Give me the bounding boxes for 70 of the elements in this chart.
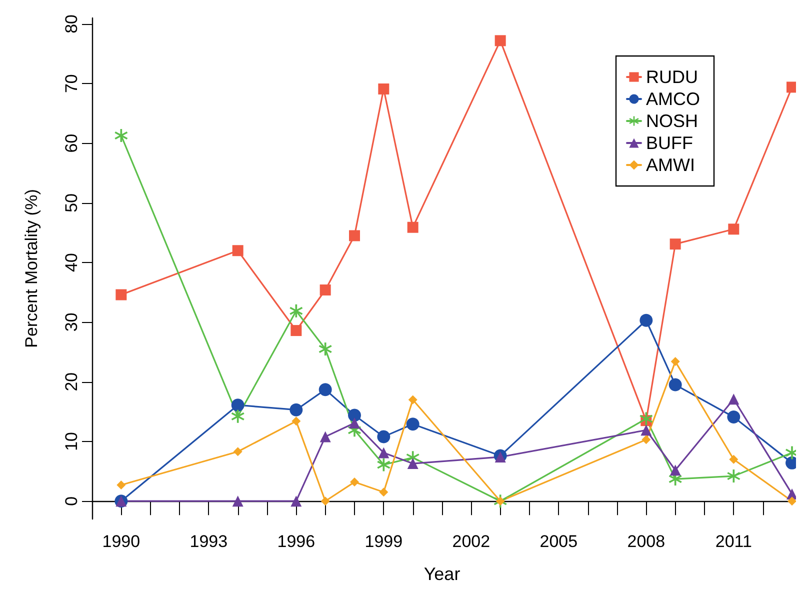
point <box>116 289 127 300</box>
y-tick-label: 60 <box>62 134 81 153</box>
point <box>320 496 330 506</box>
point <box>377 430 390 444</box>
y-tick-label: 0 <box>62 496 81 506</box>
point <box>670 464 681 476</box>
point <box>318 342 332 356</box>
point <box>318 383 332 396</box>
point <box>116 480 126 490</box>
x-tick-label: 2011 <box>715 532 752 551</box>
point <box>642 435 651 444</box>
point <box>349 417 360 428</box>
point <box>290 496 302 507</box>
point <box>788 496 796 506</box>
point <box>348 408 361 422</box>
legend-label: AMCO <box>646 89 700 109</box>
x-tick-label: 1999 <box>364 532 403 551</box>
point <box>292 416 301 426</box>
legend-label: NOSH <box>646 111 698 131</box>
legend-label: AMWI <box>646 155 695 175</box>
point <box>379 488 388 497</box>
point <box>350 478 359 487</box>
y-tick-label: 70 <box>62 74 81 94</box>
point <box>729 454 738 464</box>
point <box>290 325 302 336</box>
y-tick-label: 50 <box>62 193 81 212</box>
point <box>407 458 418 470</box>
point <box>377 458 390 472</box>
x-tick-label: 2005 <box>540 532 578 551</box>
point <box>232 496 244 507</box>
point <box>670 357 680 366</box>
y-tick-label: 80 <box>62 14 81 34</box>
point <box>494 35 506 46</box>
point <box>728 394 740 405</box>
legend-label: BUFF <box>646 133 693 153</box>
point <box>378 447 390 458</box>
point <box>290 304 303 318</box>
point <box>728 224 740 235</box>
x-tick-label: 2008 <box>627 532 666 551</box>
x-tick-label: 1996 <box>277 532 316 551</box>
point <box>378 83 390 94</box>
point <box>232 245 244 256</box>
point <box>408 395 418 404</box>
x-tick-label: 1990 <box>102 532 140 551</box>
point <box>668 378 682 392</box>
y-tick-label: 10 <box>62 432 81 451</box>
point <box>670 238 681 250</box>
point <box>640 314 653 327</box>
y-axis-title: Percent Mortality (%) <box>22 189 41 348</box>
y-tick-label: 30 <box>62 312 81 332</box>
point <box>233 447 242 456</box>
x-tick-label: 2002 <box>452 532 490 551</box>
point <box>231 410 244 423</box>
legend-label: RUDU <box>646 67 698 87</box>
x-tick-label: 1993 <box>190 532 228 551</box>
point <box>290 403 303 416</box>
point <box>727 410 740 424</box>
point <box>406 418 420 431</box>
x-axis-title: Year <box>424 564 460 584</box>
point <box>349 230 360 242</box>
point <box>640 412 653 426</box>
point <box>231 398 244 412</box>
point <box>640 424 652 436</box>
point <box>114 128 128 142</box>
point <box>320 284 331 296</box>
point <box>320 431 331 442</box>
point <box>407 222 418 233</box>
point <box>727 470 740 483</box>
y-tick-label: 40 <box>62 253 81 272</box>
y-tick-label: 20 <box>62 372 81 392</box>
